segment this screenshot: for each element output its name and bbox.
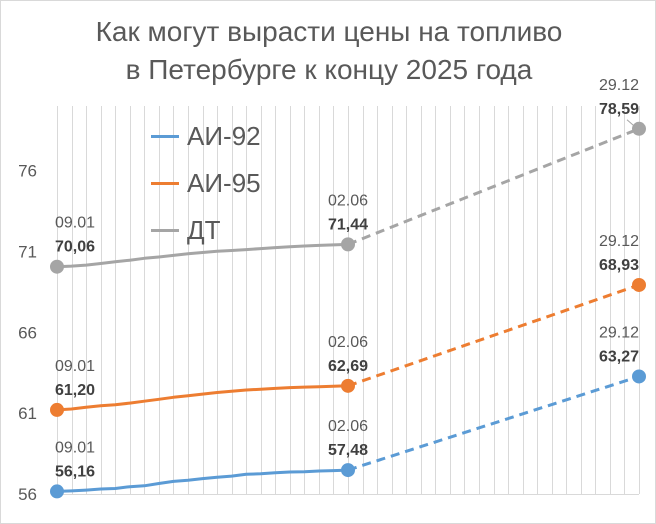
chart-title-line2: в Петербурге к концу 2025 года — [125, 54, 533, 85]
gridlines — [57, 106, 640, 495]
data-label-date: 09.01 — [55, 358, 95, 375]
legend-swatch-ai92 — [151, 135, 179, 138]
chart-title-line1: Как могут вырасти цены на топливо — [95, 16, 563, 47]
data-point-marker — [341, 237, 355, 252]
data-label-value: 68,93 — [599, 257, 639, 274]
legend-swatch-ai95 — [151, 182, 179, 185]
data-label-value: 71,44 — [328, 216, 368, 233]
data-label-value: 61,20 — [55, 382, 95, 399]
y-tick-label: 76 — [18, 162, 37, 181]
data-label-date: 02.06 — [328, 192, 368, 209]
legend-swatch-dt — [151, 229, 179, 232]
data-label-date: 02.06 — [328, 418, 368, 435]
forecast-line-ai95 — [347, 283, 640, 388]
y-tick-label: 61 — [18, 404, 37, 423]
data-label-date: 09.01 — [55, 439, 95, 456]
legend: АИ-92 АИ-95 ДТ — [151, 113, 261, 254]
y-tick-label: 66 — [18, 323, 37, 342]
data-labels: 09.01 56,16 02.06 57,48 29.12 63,27 09.01 61,20… — [55, 77, 639, 481]
data-point-marker — [50, 259, 64, 274]
forecast-line-dt — [347, 127, 640, 246]
data-point-marker — [341, 378, 355, 393]
forecast-line-ai92 — [347, 375, 640, 472]
y-tick-label: 71 — [18, 243, 37, 262]
data-label-value: 70,06 — [55, 239, 95, 256]
data-point-marker — [341, 463, 355, 478]
data-point-marker — [50, 402, 64, 417]
legend-item-dt[interactable]: ДТ — [151, 207, 261, 254]
series-line-dt — [55, 242, 350, 269]
series-line-ai92 — [55, 468, 350, 493]
data-label-value: 57,48 — [328, 442, 368, 459]
legend-item-ai92[interactable]: АИ-92 — [151, 113, 261, 160]
legend-item-ai95[interactable]: АИ-95 — [151, 160, 261, 207]
data-label-date: 09.01 — [55, 215, 95, 232]
data-label-date: 29.12 — [599, 233, 639, 250]
data-point-marker — [632, 121, 646, 136]
series-lines — [50, 121, 646, 499]
legend-label-dt: ДТ — [187, 215, 221, 245]
y-axis-ticks: 56 61 66 71 76 — [18, 162, 37, 504]
leader-line — [626, 119, 636, 128]
y-tick-label: 56 — [18, 485, 37, 504]
series-line-ai95 — [55, 384, 350, 412]
data-label-value: 78,59 — [599, 101, 639, 118]
data-label-value: 63,27 — [599, 348, 639, 365]
chart-title: Как могут вырасти цены на топливо в Пете… — [1, 13, 655, 89]
data-label-date: 02.06 — [328, 334, 368, 351]
legend-label-ai92: АИ-92 — [187, 121, 261, 151]
data-label-value: 56,16 — [55, 463, 95, 480]
data-point-marker — [632, 369, 646, 384]
data-point-marker — [632, 277, 646, 292]
data-label-date: 29.12 — [599, 77, 639, 94]
data-point-marker — [50, 484, 64, 499]
data-label-value: 62,69 — [328, 358, 368, 375]
legend-label-ai95: АИ-95 — [187, 168, 261, 198]
data-label-date: 29.12 — [599, 324, 639, 341]
